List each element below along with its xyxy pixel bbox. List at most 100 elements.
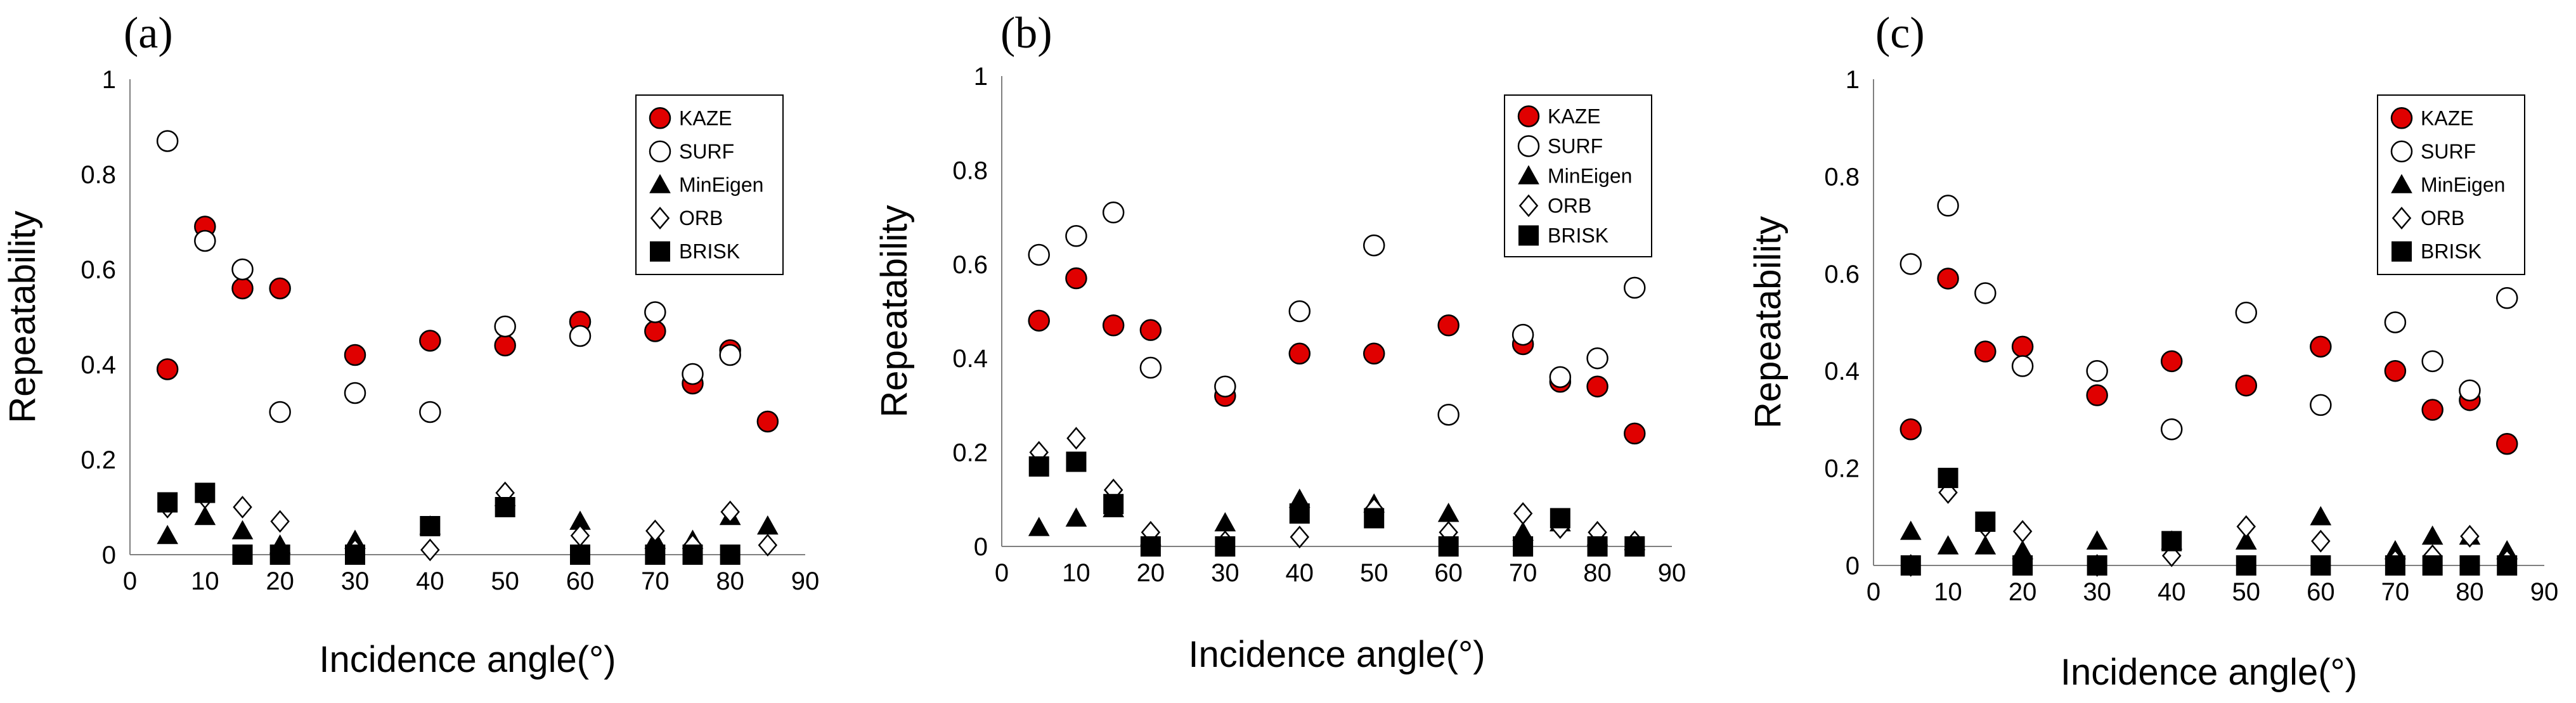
data-point-kaze [2384,359,2407,382]
data-point-brisk [2087,555,2107,576]
data-point-brisk [2310,555,2331,576]
legend-item: ORB [650,207,723,229]
data-point-kaze [1586,375,1608,397]
series-kaze [1028,267,1646,445]
x-tick-label: 90 [791,567,820,595]
legend-label: ORB [1548,195,1591,217]
y-axis-title: Repeatability [1747,216,1789,429]
x-tick-label: 0 [1867,578,1880,606]
legend-marker-brisk [1518,225,1539,246]
data-point-surf [1624,276,1646,299]
x-tick-label: 70 [2381,578,2410,606]
data-point-kaze [269,277,291,300]
data-point-brisk [720,545,741,565]
series-surf [1028,201,1646,426]
data-point-kaze [756,410,779,433]
data-point-brisk [1624,536,1645,557]
data-point-orb [720,500,740,524]
data-point-kaze [231,277,254,300]
legend-item: SURF [649,140,734,163]
data-point-brisk [2422,555,2443,576]
data-point-brisk [1215,536,1236,557]
y-tick-label: 0.2 [81,446,116,474]
legend-label: SURF [679,140,734,163]
data-point-mineigen [1065,507,1087,527]
legend-label: MinEigen [1548,165,1632,188]
data-point-brisk [420,516,441,536]
legend-item: SURF [2390,140,2476,163]
data-point-orb [1066,427,1086,450]
legend-label: MinEigen [679,174,763,197]
data-point-brisk [1028,456,1049,477]
x-tick-label: 30 [1211,559,1239,587]
y-tick-label: 0.6 [81,256,116,284]
data-point-surf [2086,359,2108,382]
y-tick-label: 0.8 [952,157,988,184]
legend: KAZE SURF MinEigen ORB BRISK [635,94,784,275]
legend-marker-orb [1518,194,1539,217]
data-point-surf [494,315,516,338]
x-tick-label: 60 [2307,578,2335,606]
legend-item: MinEigen [2391,174,2505,197]
legend-item: SURF [1517,135,1603,158]
y-axis-title: Repeatability [2,210,43,423]
data-point-surf [156,130,179,152]
data-point-kaze [2086,384,2108,406]
x-tick-label: 90 [2530,578,2559,606]
panel-label: (b) [1000,9,1052,58]
series-brisk [1900,467,2518,576]
series-orb [1029,427,1645,553]
data-point-mineigen [1028,517,1050,536]
data-point-brisk [1587,536,1608,557]
data-point-brisk [645,545,666,565]
legend-item: ORB [2392,207,2464,229]
data-point-brisk [232,545,253,565]
x-tick-label: 80 [1583,559,1612,587]
legend-marker-mineigen [649,174,671,193]
x-tick-label: 40 [2158,578,2186,606]
x-axis-title: Incidence angle(°) [319,639,616,680]
legend-item: KAZE [649,106,732,129]
legend-item: ORB [1518,194,1591,217]
data-point-surf [1362,234,1385,257]
data-point-kaze [1065,267,1087,290]
x-tick-label: 0 [123,567,137,595]
data-point-mineigen [2235,530,2257,550]
data-point-surf [269,401,291,423]
x-tick-label: 60 [566,567,595,595]
y-tick-label: 0.4 [952,345,988,373]
data-point-surf [1437,403,1460,426]
data-point-orb [2460,525,2480,548]
legend-item: BRISK [1518,224,1608,247]
data-point-brisk [1140,536,1161,557]
x-tick-label: 30 [2083,578,2111,606]
data-point-kaze [2421,399,2443,421]
chart-panel-a: (a) 0 10 20 30 40 50 60 70 80 90 0 0.2 0.4 0.6 0.8 1 Inci… [2,9,819,680]
legend-marker-mineigen [1518,165,1539,184]
legend-label: BRISK [679,240,740,263]
data-point-brisk [570,545,590,565]
data-point-brisk [195,482,216,503]
y-tick-label: 0.4 [81,351,116,379]
data-point-orb [1290,526,1310,549]
data-point-mineigen [1437,503,1460,522]
legend-marker-kaze [1517,105,1540,127]
data-point-orb [233,496,252,519]
data-point-brisk [1364,508,1385,529]
y-tick-label: 0.4 [1824,358,1860,385]
data-point-surf [419,401,441,423]
series-surf [1900,195,2518,441]
data-point-brisk [2161,531,2182,551]
data-point-surf [2384,311,2407,333]
data-point-kaze [2495,433,2518,455]
data-point-surf [569,325,592,347]
data-point-surf [2160,418,2183,441]
data-point-brisk [1550,508,1570,529]
y-tick-label: 0.6 [952,251,988,279]
data-point-brisk [1938,467,1958,488]
data-point-mineigen [1974,535,1997,555]
data-point-kaze [156,358,179,380]
data-point-kaze [1362,342,1385,365]
data-point-mineigen [2421,525,2443,545]
